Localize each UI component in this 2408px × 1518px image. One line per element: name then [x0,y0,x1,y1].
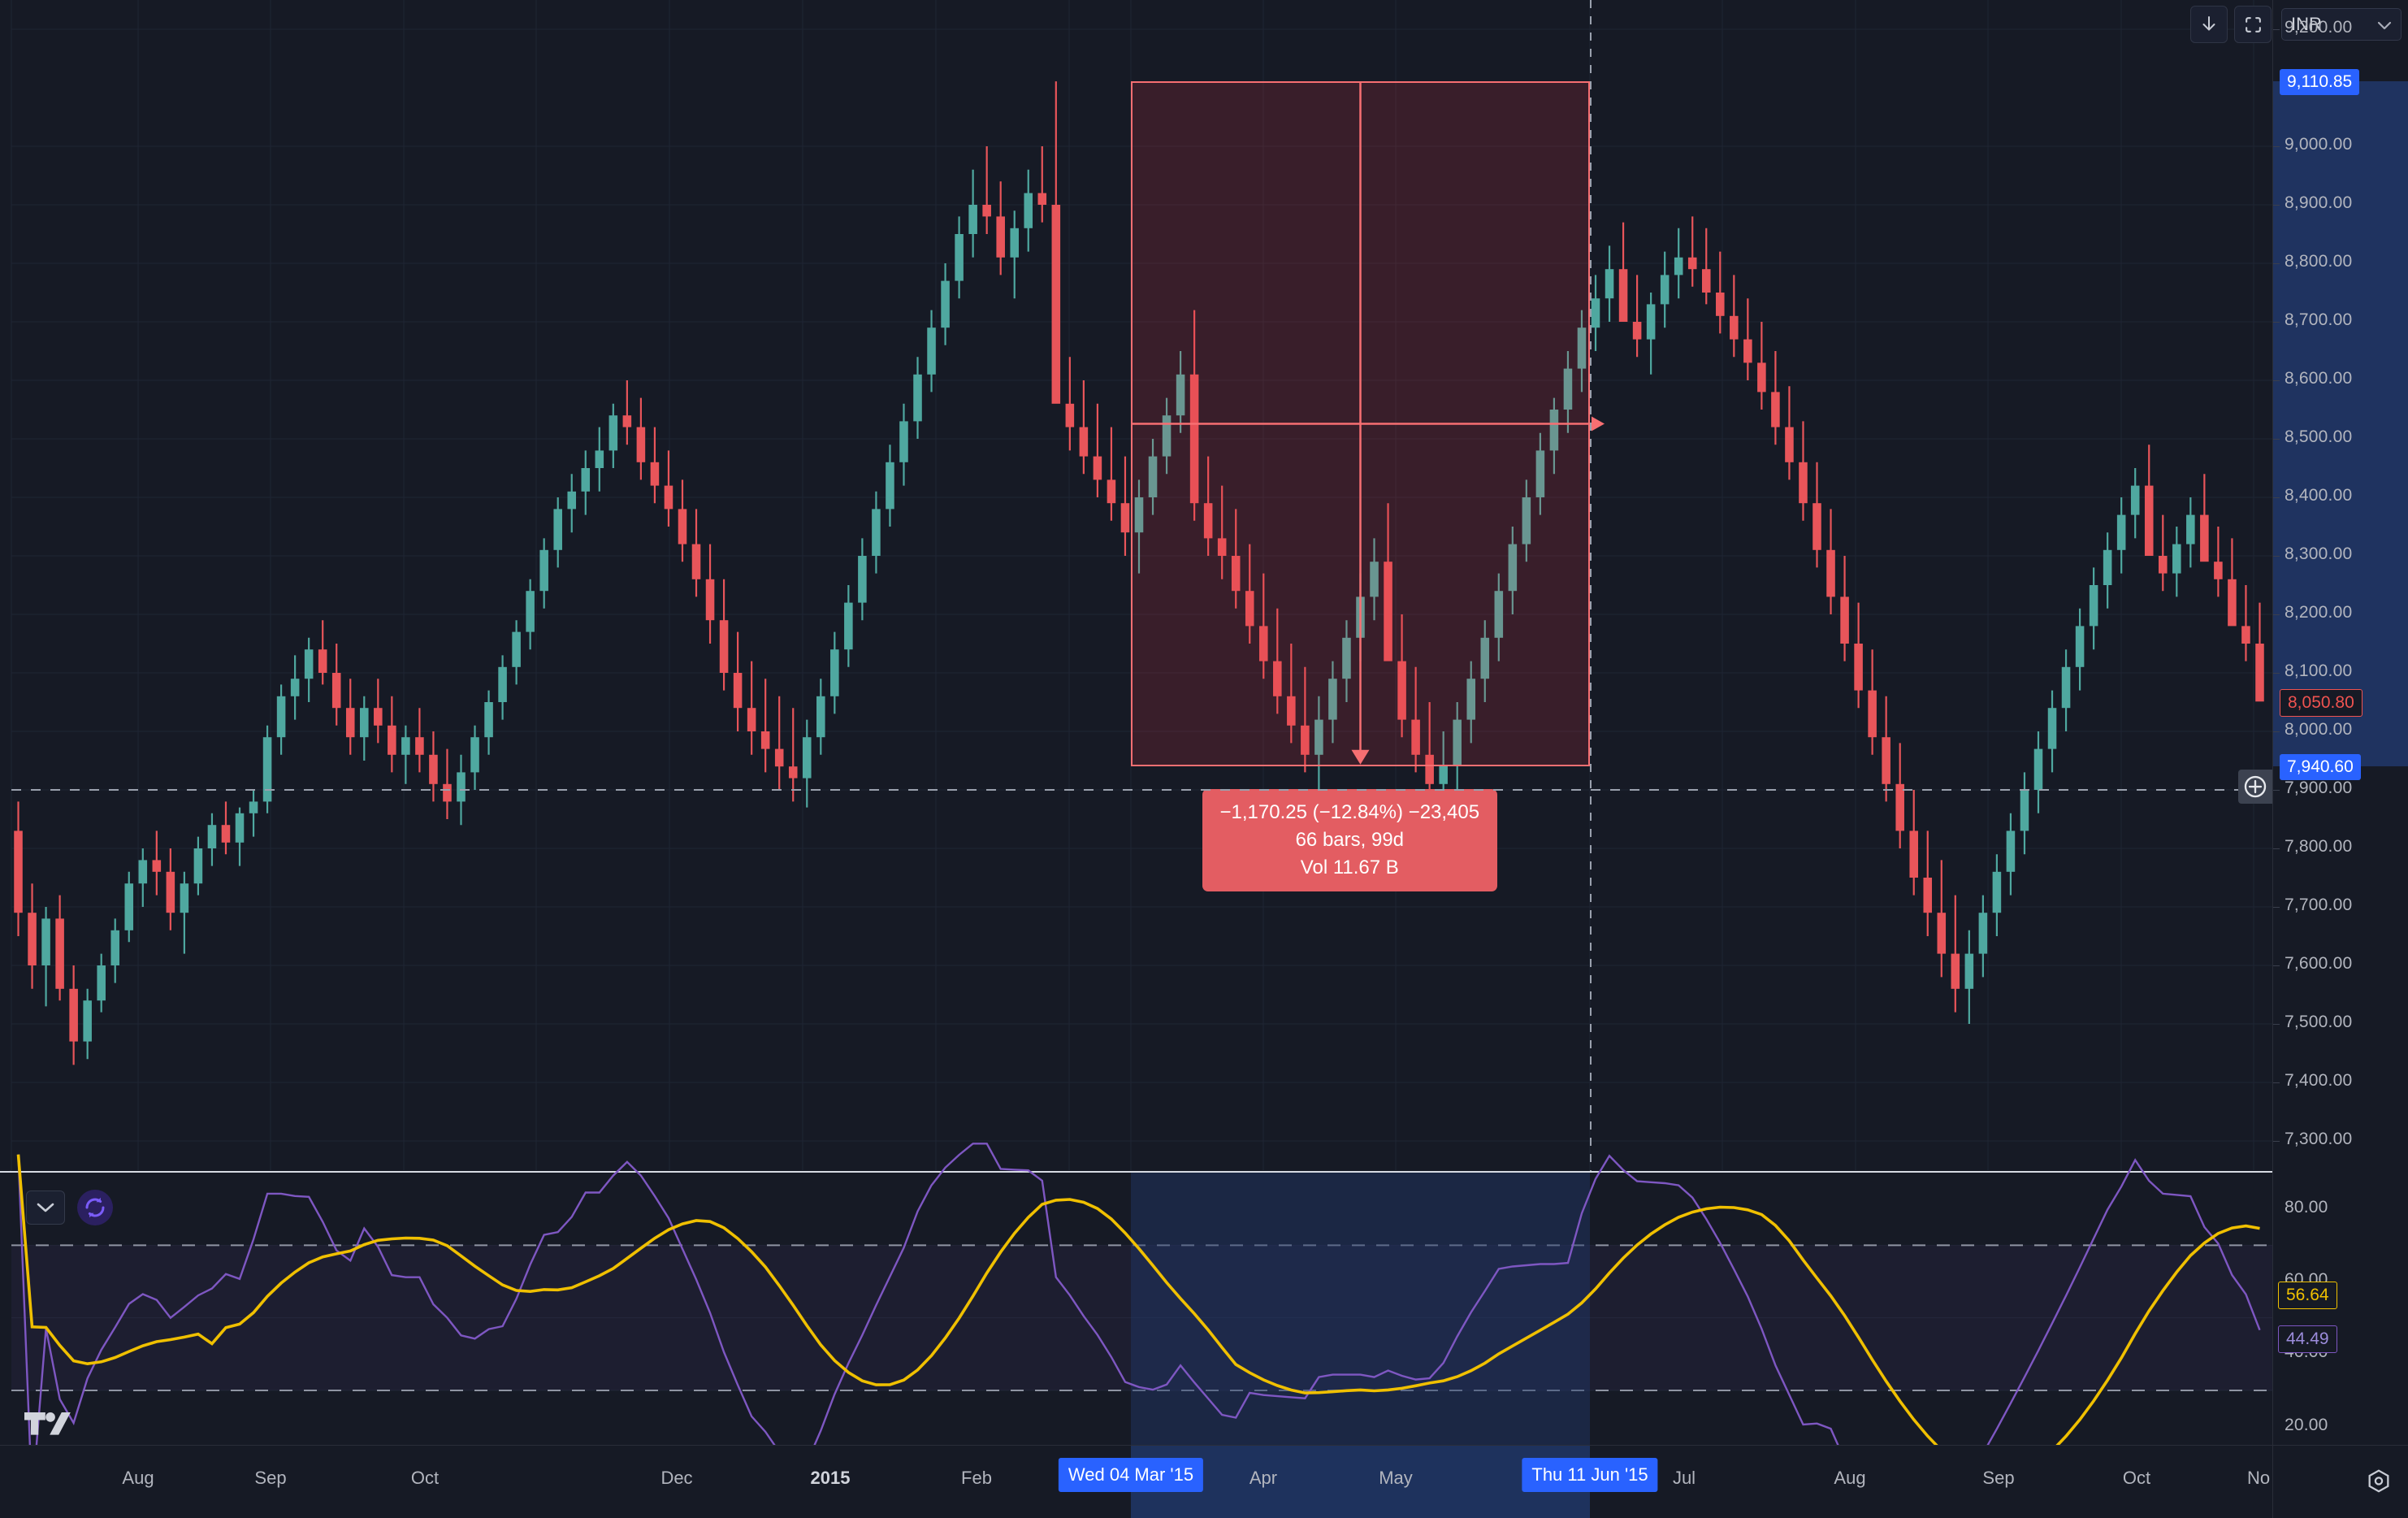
currency-selector[interactable]: INR [2281,8,2402,41]
time-axis-label: Sep [254,1468,287,1488]
price-tick [2273,322,2280,323]
time-axis-label: Apr [1249,1468,1278,1488]
price-axis-range-band [2273,81,2408,766]
rsi-collapse-button[interactable] [26,1191,65,1225]
rsi-pane[interactable] [0,1143,2272,1501]
rsi-value-badge: 44.49 [2278,1325,2337,1354]
time-axis-label: May [1379,1468,1413,1488]
price-axis-label: 9,000.00 [2285,135,2353,154]
snapshot-button[interactable] [2234,6,2272,43]
rsi-axis-label: 20.00 [2285,1415,2328,1434]
rsi-series [11,1143,2272,1501]
rsi-axis-label: 80.00 [2285,1197,2328,1217]
time-axis-separator [2272,1446,2273,1518]
currency-label: INR [2291,14,2322,34]
range-start-badge: Wed 04 Mar '15 [1058,1458,1204,1492]
crosshair-vertical [1590,0,1592,1445]
time-axis-label: Feb [961,1468,992,1488]
price-axis[interactable]: INR 9,200.00 9,000.00 8,900.00 8,800.00 8,70… [2272,0,2408,1445]
price-axis-label: 8,100.00 [2285,661,2353,680]
price-axis-label: 7,700.00 [2285,896,2353,914]
crosshair-price-badge: 7,940.60 [2280,753,2361,780]
price-tick [2273,731,2280,732]
price-axis-label: 8,400.00 [2285,486,2353,505]
add-order-button[interactable] [2238,770,2272,804]
last-price-badge: 8,050.80 [2280,689,2363,718]
price-gridlines [11,0,2272,1170]
measurement-tooltip: −1,170.25 (−12.84%) −23,405 66 bars, 99d… [1202,788,1498,891]
price-axis-label: 7,600.00 [2285,954,2353,973]
price-axis-label: 8,000.00 [2285,720,2353,739]
time-axis-label: Aug [1834,1468,1866,1488]
download-icon [2202,16,2215,31]
range-end-badge: Thu 11 Jun '15 [1522,1458,1658,1492]
time-axis-label: Oct [2122,1468,2151,1488]
time-axis-label: Jul [1672,1468,1696,1488]
price-axis-label: 8,200.00 [2285,603,2353,622]
time-axis-label: No [2246,1468,2271,1488]
price-tick [2273,1024,2280,1025]
price-tick [2273,673,2280,674]
price-tick [2273,146,2280,147]
pane-separator[interactable] [0,1171,2272,1173]
chart-settings-icon [2368,1469,2389,1493]
price-axis-label: 8,500.00 [2285,427,2353,446]
price-tick [2273,790,2280,791]
price-axis-label: 8,600.00 [2285,369,2353,388]
measurement-delta: −1,170.25 (−12.84%) −23,405 [1219,800,1480,823]
time-axis-range-band [1131,1446,1590,1518]
plus-circle-icon [2244,775,2267,798]
price-pane[interactable] [0,0,2272,1170]
price-tick [2273,263,2280,264]
price-tick [2273,1141,2280,1142]
price-tick [2273,29,2280,30]
rsi-sync-button[interactable] [77,1190,113,1225]
price-axis-label: 7,300.00 [2285,1130,2353,1148]
price-tick [2273,497,2280,498]
time-axis-label: Sep [1982,1468,2015,1488]
price-tick [2273,1082,2280,1083]
price-tick [2273,380,2280,381]
price-axis-label: 8,900.00 [2285,193,2353,212]
measurement-volume: Vol 11.67 B [1300,856,1399,878]
price-tick [2273,848,2280,849]
price-axis-label: 8,700.00 [2285,310,2353,329]
price-axis-label: 8,300.00 [2285,544,2353,563]
price-tick [2273,439,2280,440]
rsi-ma-value-badge: 56.64 [2278,1282,2337,1309]
price-tick [2273,556,2280,557]
price-axis-label: 7,900.00 [2285,779,2353,797]
chart-settings-button[interactable] [2361,1464,2397,1499]
price-axis-label: 7,800.00 [2285,837,2353,856]
price-tick [2273,614,2280,615]
candlestick-series [14,81,2264,1065]
tradingview-logo-icon [24,1412,71,1435]
time-axis-label: Dec [660,1468,693,1488]
tradingview-logo[interactable] [24,1412,75,1447]
download-button[interactable] [2190,6,2228,43]
snapshot-icon [2245,16,2261,33]
time-axis-label: 2015 [810,1468,851,1488]
price-tick [2273,965,2280,966]
price-axis-label: 7,500.00 [2285,1013,2353,1031]
price-tick [2273,205,2280,206]
time-axis-label: Aug [122,1468,154,1488]
crosshair-horizontal [11,789,2272,791]
measure-top-price-badge: 9,110.85 [2280,69,2360,96]
price-axis-label: 9,200.00 [2285,18,2353,37]
measurement-bars: 66 bars, 99d [1295,828,1405,851]
price-axis-label: 7,400.00 [2285,1071,2353,1090]
price-axis-label: 8,800.00 [2285,252,2353,271]
chevron-down-icon [2377,14,2392,35]
sync-refresh-icon [85,1197,105,1218]
price-tick [2273,907,2280,908]
time-axis[interactable]: Aug Sep Oct Dec 2015 Feb Apr May Jul Aug Sep Oct No … [0,1445,2408,1518]
chevron-down-icon [37,1203,54,1212]
time-axis-label: Oct [410,1468,440,1488]
